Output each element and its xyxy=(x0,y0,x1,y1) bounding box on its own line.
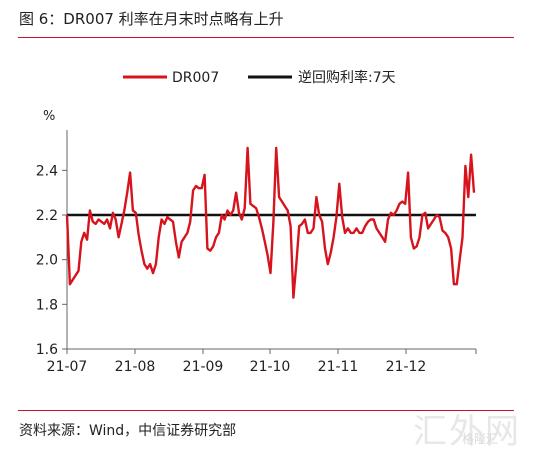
series-line-dr007 xyxy=(65,146,476,299)
watermark: 汇外网 xyxy=(413,412,521,452)
source-rule xyxy=(18,410,514,411)
title-rule xyxy=(18,37,514,38)
y-tick-label: 2.4 xyxy=(36,163,58,179)
y-unit-label: % xyxy=(43,109,55,124)
y-tick-label: 2.0 xyxy=(36,253,58,269)
x-tick-label: 21-10 xyxy=(250,359,291,375)
source-note: 资料来源：Wind，中信证券研究部 xyxy=(19,423,237,439)
figure-title: 图 6：DR007 利率在月末时点略有上升 xyxy=(19,10,284,28)
y-tick-label: 1.6 xyxy=(36,342,58,358)
x-tick-label: 21-12 xyxy=(386,359,427,375)
y-tick-label: 2.2 xyxy=(36,208,58,224)
chart-legend: DR007 逆回购利率:7天 xyxy=(123,69,396,86)
legend-label-reverse-repo: 逆回购利率:7天 xyxy=(298,69,396,86)
legend-label-dr007: DR007 xyxy=(172,70,219,86)
x-tick-label: 21-09 xyxy=(183,359,224,375)
x-tick-label: 21-08 xyxy=(115,359,156,375)
x-tick-label: 21-07 xyxy=(47,359,88,375)
watermark-sub: 格隆汇 xyxy=(462,432,499,446)
y-tick-label: 1.8 xyxy=(36,297,58,313)
x-tick-label: 21-11 xyxy=(318,359,359,375)
